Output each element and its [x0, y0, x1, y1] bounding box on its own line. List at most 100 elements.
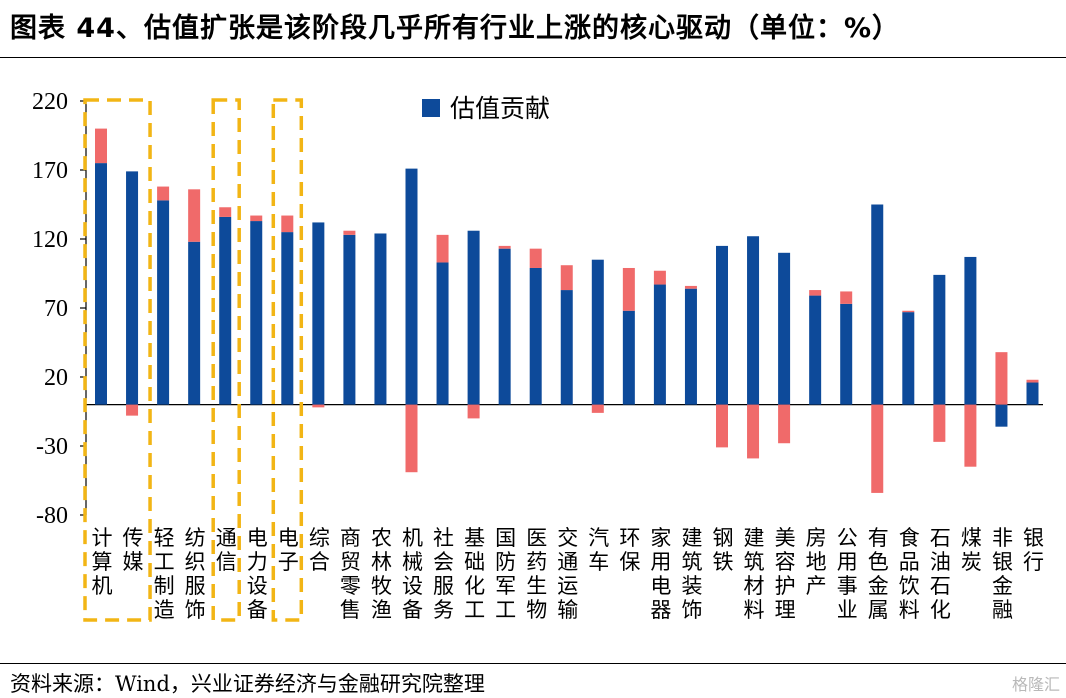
category-label-交通运输: 通 [557, 550, 578, 574]
category-label-计算机: 计 [92, 526, 113, 550]
legend-swatch [422, 99, 440, 117]
y-tick-label: 220 [32, 89, 68, 115]
category-label-建筑装饰: 建 [681, 526, 702, 550]
category-label-建筑材料: 建 [744, 526, 765, 550]
y-tick-label: -80 [36, 503, 68, 529]
bar-valuation-公用事业 [840, 303, 853, 405]
category-label-商贸零售: 贸 [340, 550, 361, 574]
bar-valuation-轻工制造 [157, 200, 170, 405]
category-label-有色金属: 金 [868, 574, 889, 598]
category-label-综合: 合 [309, 550, 330, 574]
bar-other-电力设备 [250, 215, 263, 222]
category-label-美容护理: 美 [775, 526, 796, 550]
bar-valuation-通信 [219, 216, 232, 405]
bar-valuation-汽车 [591, 259, 604, 405]
bar-other-建筑装饰 [684, 285, 697, 289]
category-label-轻工制造: 轻 [154, 526, 175, 550]
category-label-通信: 信 [216, 550, 237, 574]
category-label-家用电器: 用 [650, 550, 671, 574]
category-label-建筑装饰: 饰 [681, 598, 702, 622]
bar-valuation-电子 [281, 232, 294, 405]
source-divider [0, 663, 1066, 664]
category-label-国防军工: 军 [495, 574, 516, 598]
chart-title: 图表 44、估值扩张是该阶段几乎所有行业上涨的核心驱动（单位：%） [10, 13, 901, 44]
category-label-纺织服饰: 织 [185, 550, 206, 574]
category-label-机械设备: 备 [402, 598, 423, 622]
legend-label: 估值贡献 [450, 94, 550, 123]
bar-other-轻工制造 [157, 186, 170, 201]
bar-valuation-纺织服饰 [188, 241, 201, 405]
category-label-纺织服饰: 服 [185, 574, 206, 598]
category-label-医药生物: 物 [526, 598, 547, 622]
category-label-商贸零售: 零 [340, 574, 361, 598]
category-label-公用事业: 业 [837, 598, 858, 622]
title-divider [0, 57, 1066, 58]
category-label-非银金融: 非 [992, 526, 1013, 550]
category-label-医药生物: 医 [526, 526, 547, 550]
bar-valuation-银行 [1026, 382, 1039, 405]
category-label-基础化工: 化 [464, 574, 485, 598]
bar-other-社会服务 [436, 234, 449, 263]
bar-other-国防军工 [498, 245, 511, 249]
category-label-轻工制造: 工 [154, 550, 175, 574]
bar-valuation-房地产 [809, 295, 822, 405]
y-tick-label: 120 [32, 227, 68, 253]
category-label-农林牧渔: 林 [371, 550, 392, 574]
bar-valuation-机械设备 [405, 168, 418, 405]
bar-valuation-非银金融 [995, 404, 1008, 427]
category-label-国防军工: 工 [495, 598, 516, 622]
bar-other-食品饮料 [902, 310, 915, 313]
category-label-非银金融: 银 [992, 550, 1013, 574]
bar-valuation-计算机 [95, 163, 107, 405]
bar-valuation-社会服务 [436, 262, 449, 405]
bar-other-机械设备 [405, 404, 418, 473]
category-label-基础化工: 工 [464, 598, 485, 622]
bar-valuation-石油石化 [933, 274, 946, 405]
bar-other-汽车 [591, 404, 604, 413]
category-label-计算机: 算 [92, 550, 113, 574]
category-label-基础化工: 基 [464, 526, 485, 550]
bar-other-建筑材料 [747, 404, 760, 459]
category-label-建筑装饰: 装 [681, 574, 702, 598]
category-label-钢铁: 钢 [713, 526, 734, 550]
category-label-非银金融: 融 [992, 598, 1013, 622]
y-tick-label: 20 [44, 365, 68, 391]
category-label-公用事业: 事 [837, 574, 858, 598]
category-label-煤炭: 炭 [961, 550, 982, 574]
category-label-商贸零售: 商 [340, 526, 361, 550]
category-label-农林牧渔: 农 [371, 526, 392, 550]
category-label-计算机: 机 [92, 574, 113, 598]
category-label-建筑材料: 料 [744, 598, 765, 622]
category-label-环保: 保 [619, 550, 640, 574]
bar-valuation-农林牧渔 [374, 233, 387, 405]
y-tick-label: 170 [32, 158, 68, 184]
bar-valuation-食品饮料 [902, 312, 915, 405]
bar-other-有色金属 [871, 404, 884, 493]
y-tick-label: -30 [36, 434, 68, 460]
category-label-汽车: 车 [588, 550, 609, 574]
category-label-公用事业: 公 [837, 526, 858, 550]
category-label-有色金属: 有 [868, 526, 889, 550]
category-label-环保: 环 [619, 526, 640, 550]
category-label-建筑材料: 材 [744, 574, 765, 598]
category-label-电力设备: 设 [247, 574, 268, 598]
category-label-石油石化: 油 [930, 550, 951, 574]
category-label-钢铁: 铁 [713, 550, 734, 574]
bar-other-煤炭 [964, 404, 977, 467]
category-label-食品饮料: 料 [899, 598, 920, 622]
category-label-电子: 子 [278, 550, 299, 574]
category-label-房地产: 产 [806, 574, 827, 598]
category-label-国防军工: 国 [495, 526, 516, 550]
bar-valuation-交通运输 [560, 290, 573, 405]
bar-other-计算机 [95, 128, 107, 164]
watermark: 格隆汇 [1011, 675, 1060, 694]
category-label-食品饮料: 饮 [899, 574, 920, 598]
bar-valuation-钢铁 [716, 245, 728, 405]
category-label-社会服务: 务 [433, 598, 454, 622]
y-tick-label: 70 [44, 296, 68, 322]
bar-other-环保 [622, 267, 635, 311]
category-label-社会服务: 会 [433, 550, 454, 574]
category-label-房地产: 房 [806, 526, 827, 550]
category-label-国防军工: 防 [495, 550, 516, 574]
category-label-医药生物: 药 [526, 550, 547, 574]
